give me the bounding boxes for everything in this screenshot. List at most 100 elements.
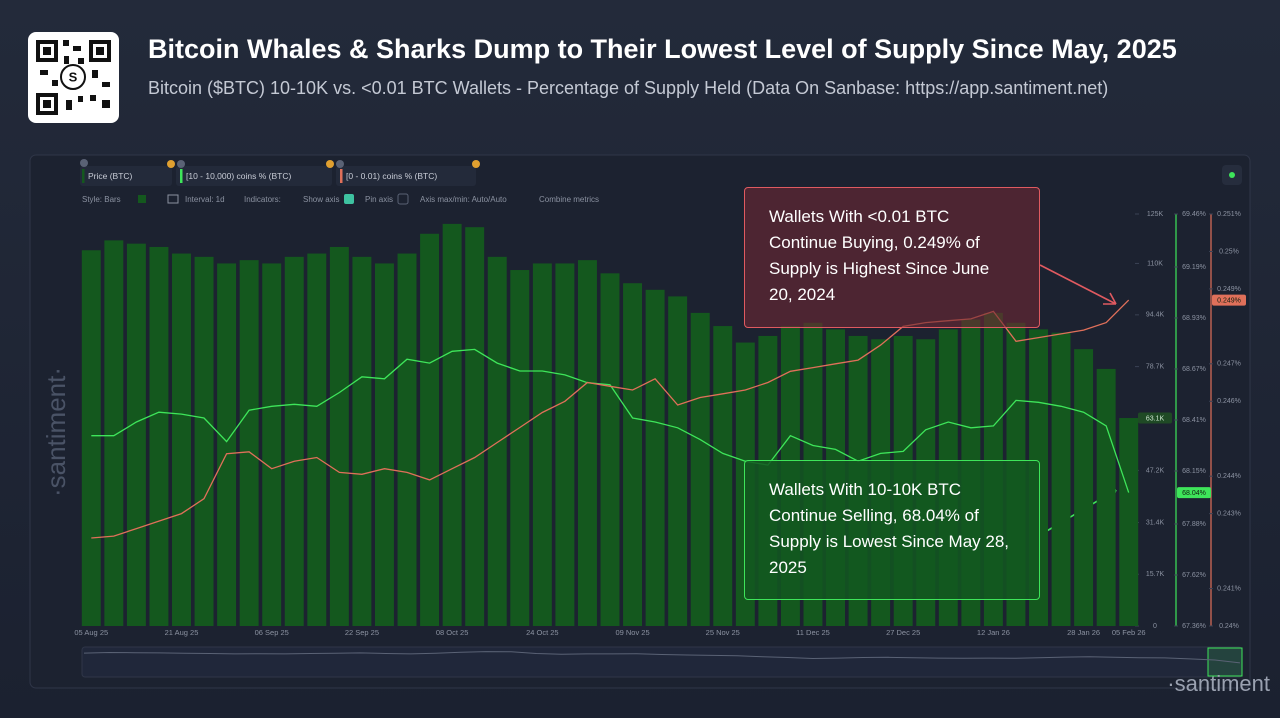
bar xyxy=(1096,368,1116,626)
bar xyxy=(1051,332,1071,626)
y-tick-label: 69.46% xyxy=(1182,211,1206,218)
y-tick-label: 0.244% xyxy=(1217,473,1241,480)
x-tick-label: 21 Aug 25 xyxy=(165,628,199,637)
legend xyxy=(80,159,480,186)
x-tick-label: 27 Dec 25 xyxy=(886,628,920,637)
x-tick-label: 08 Oct 25 xyxy=(436,628,469,637)
bar xyxy=(668,296,688,626)
y-tick-label: 0.246% xyxy=(1217,398,1241,405)
legend-chip[interactable] xyxy=(80,166,172,186)
annotation-text: Wallets With <0.01 BTC Continue Buying, … xyxy=(769,207,990,304)
bar xyxy=(532,263,552,626)
y-tick-label: 0.249% xyxy=(1217,286,1241,293)
toolbar-combine[interactable]: Combine metrics xyxy=(539,195,599,204)
annotation: Wallets With <0.01 BTC Continue Buying, … xyxy=(744,187,1040,328)
bar xyxy=(397,253,417,626)
qr-logo xyxy=(60,64,86,90)
x-tick-label: 28 Jan 26 xyxy=(1067,628,1100,637)
bar xyxy=(690,312,710,626)
bar xyxy=(284,256,304,626)
y-tick-label: 78.7K xyxy=(1146,363,1165,370)
toolbar-pin-axis[interactable]: Pin axis xyxy=(365,195,393,204)
y-tick-label: 0.247% xyxy=(1217,361,1241,368)
bar xyxy=(577,260,597,626)
bar xyxy=(262,263,282,626)
bar xyxy=(104,240,124,627)
qr-logo-mark: S xyxy=(69,69,78,84)
bar xyxy=(713,326,733,626)
x-tick-label: 25 Nov 25 xyxy=(706,628,740,637)
toolbar-axis-minmax[interactable]: Axis max/min: Auto/Auto xyxy=(420,195,507,204)
bar xyxy=(194,256,214,626)
watermark: ·santiment· xyxy=(41,367,71,497)
toolbar-indicators[interactable]: Indicators: xyxy=(244,195,281,204)
x-tick-label: 05 Feb 26 xyxy=(1112,628,1146,637)
toolbar-style[interactable]: Style: Bars xyxy=(82,195,121,204)
toolbar-interval[interactable]: Interval: 1d xyxy=(185,195,225,204)
value-tag xyxy=(1138,412,1172,424)
legend-chip[interactable] xyxy=(336,166,476,186)
y-tick-label: 67.62% xyxy=(1182,572,1206,579)
bar xyxy=(81,250,101,627)
annotation-text: Wallets With 10-10K BTC Continue Selling… xyxy=(769,480,1010,577)
bar xyxy=(126,243,146,626)
legend-chip[interactable] xyxy=(176,166,332,186)
y-tick-label: 0.24% xyxy=(1219,623,1239,630)
show-axis-checkbox[interactable] xyxy=(344,194,354,204)
value-tag-label: 0.249% xyxy=(1217,297,1241,304)
bar xyxy=(510,270,530,626)
legend-swatch xyxy=(82,169,85,183)
navigator[interactable] xyxy=(81,646,1243,678)
y-tick-label: 68.41% xyxy=(1182,417,1206,424)
subtitle: Bitcoin ($BTC) 10-10K vs. <0.01 BTC Wall… xyxy=(148,78,1109,98)
y-tick-label: 68.93% xyxy=(1182,315,1206,322)
bar xyxy=(149,246,169,626)
legend-swatch xyxy=(340,169,343,183)
pin-axis-checkbox[interactable] xyxy=(397,193,409,205)
y-tick-label: 15.7K xyxy=(1146,571,1165,578)
y-tick-label: 67.36% xyxy=(1182,623,1206,630)
x-tick-label: 12 Jan 26 xyxy=(977,628,1010,637)
bar xyxy=(420,233,440,626)
y-tick-label: 125K xyxy=(1147,211,1164,218)
bar xyxy=(1074,349,1094,626)
bar xyxy=(217,263,237,626)
y-tick-label: 68.15% xyxy=(1182,468,1206,475)
x-tick-label: 22 Sep 25 xyxy=(345,628,379,637)
value-tag xyxy=(1177,487,1211,499)
bar xyxy=(600,273,620,626)
bar xyxy=(239,260,259,626)
bar xyxy=(307,253,327,626)
y-tick-label: 0.241% xyxy=(1217,585,1241,592)
toolbar xyxy=(138,193,409,205)
bar xyxy=(623,283,643,626)
settings-dot xyxy=(1229,172,1235,178)
bar xyxy=(465,227,485,626)
bar xyxy=(487,256,507,626)
bar xyxy=(172,253,191,626)
y-tick-label: 0.243% xyxy=(1217,510,1241,517)
bar xyxy=(329,246,349,626)
toolbar-show-axis[interactable]: Show axis xyxy=(303,195,339,204)
legend-label: [0 - 0.01) coins % (BTC) xyxy=(346,171,437,181)
y-tick-label: 31.4K xyxy=(1146,519,1165,526)
qr-pattern xyxy=(36,40,111,115)
value-tag-label: 68.04% xyxy=(1182,490,1206,497)
annotation: Wallets With 10-10K BTC Continue Selling… xyxy=(744,460,1040,600)
y-tick-label: 0.251% xyxy=(1217,211,1241,218)
y-tick-label: 0 xyxy=(1153,623,1157,630)
x-tick-label: 11 Dec 25 xyxy=(796,628,830,637)
bar xyxy=(1119,418,1139,626)
value-tag xyxy=(1212,294,1246,306)
bar xyxy=(374,263,394,626)
legend-label: [10 - 10,000) coins % (BTC) xyxy=(186,171,292,181)
y-tick-label: 0.25% xyxy=(1219,248,1239,255)
y-tick-label: 69.19% xyxy=(1182,264,1206,271)
y-tick-label: 94.4K xyxy=(1146,312,1165,319)
navigator-line xyxy=(83,651,1241,664)
x-tick-label: 05 Aug 25 xyxy=(74,628,108,637)
x-tick-label: 09 Nov 25 xyxy=(615,628,649,637)
value-tag-label: 63.1K xyxy=(1146,415,1165,422)
